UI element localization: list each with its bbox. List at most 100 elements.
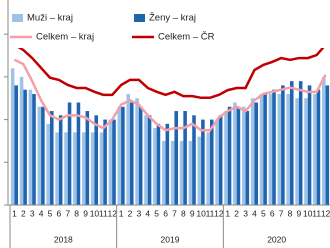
x-tick-label: 5	[154, 208, 159, 218]
x-tick-label: 5	[261, 208, 266, 218]
bar	[58, 115, 63, 205]
bar	[14, 85, 18, 205]
legend-box	[9, 6, 330, 48]
x-tick-label: 2	[128, 208, 133, 218]
bar	[259, 93, 264, 205]
x-tick-label: 11	[206, 208, 215, 218]
line	[13, 43, 327, 100]
x-tick-label: 10	[196, 208, 206, 218]
bar	[99, 132, 104, 205]
x-tick-label: 1	[12, 208, 17, 218]
bar	[67, 102, 72, 205]
x-tick-label: 10	[90, 208, 100, 218]
bar	[170, 140, 175, 205]
x-tick-label: 12	[214, 208, 224, 218]
bar	[156, 123, 161, 205]
bar	[290, 81, 294, 205]
bar	[188, 140, 193, 205]
bar	[236, 106, 241, 205]
year-label: 2019	[161, 234, 180, 244]
bar	[94, 115, 98, 205]
bar	[162, 140, 166, 205]
bar	[108, 119, 113, 205]
legend-label: Muži – kraj	[27, 13, 73, 24]
bar	[37, 106, 42, 205]
bar	[23, 89, 27, 205]
x-tick-label: 12	[107, 208, 117, 218]
bar	[322, 76, 326, 205]
legend-label: Celkem – ČR	[158, 32, 215, 43]
bar	[174, 111, 178, 205]
bar	[73, 132, 77, 205]
x-tick-label: 9	[83, 208, 88, 218]
bar	[179, 140, 184, 205]
bar	[50, 111, 54, 205]
bar	[103, 119, 107, 205]
x-tick-label: 2	[234, 208, 239, 218]
bar	[64, 132, 68, 205]
bar	[90, 132, 95, 205]
bar	[55, 132, 59, 205]
x-tick-label: 8	[74, 208, 79, 218]
bar	[19, 76, 24, 205]
bar	[32, 93, 36, 205]
x-tick-label: 8	[288, 208, 293, 218]
bar	[277, 93, 282, 205]
bar	[165, 123, 170, 205]
bar	[295, 98, 299, 205]
bar	[121, 106, 125, 205]
year-label: 2018	[54, 234, 73, 244]
bar	[197, 136, 202, 205]
bar	[28, 89, 33, 205]
bar	[135, 98, 139, 205]
x-tick-label: 4	[39, 208, 44, 218]
bar	[144, 115, 148, 205]
bar	[183, 111, 187, 205]
x-tick-label: 8	[181, 208, 186, 218]
bar	[215, 119, 219, 205]
bar	[268, 93, 273, 205]
bar	[82, 132, 86, 205]
x-tick-label: 2	[21, 208, 26, 218]
bar	[201, 119, 205, 205]
x-tick-label: 6	[270, 208, 275, 218]
x-tick-label: 9	[297, 208, 302, 218]
bar	[147, 115, 152, 205]
x-tick-label: 7	[279, 208, 284, 218]
bar	[272, 89, 276, 205]
bar	[117, 106, 122, 205]
bar	[242, 106, 246, 205]
line	[13, 58, 327, 132]
x-tick-label: 3	[137, 208, 142, 218]
x-tick-label: 3	[243, 208, 248, 218]
bar	[227, 106, 232, 205]
bar	[138, 106, 143, 205]
bar	[263, 93, 267, 205]
bar	[218, 115, 223, 205]
year-label: 2020	[267, 234, 286, 244]
bar	[298, 81, 303, 205]
legend-label: Celkem – kraj	[36, 32, 94, 43]
bar	[307, 85, 312, 205]
x-tick-label: 6	[57, 208, 62, 218]
bar	[41, 106, 45, 205]
bar	[153, 128, 157, 205]
bar	[313, 93, 317, 205]
bar	[85, 111, 90, 205]
legend-swatch	[12, 14, 23, 22]
legend-label: Ženy – kraj	[149, 13, 196, 24]
bar	[281, 85, 285, 205]
bar	[206, 132, 210, 205]
bar	[325, 85, 330, 205]
x-tick-label: 11	[99, 208, 108, 218]
bar	[210, 119, 214, 205]
x-tick-label: 7	[65, 208, 70, 218]
bar	[10, 68, 15, 205]
bar	[286, 93, 290, 205]
bar	[254, 102, 258, 205]
bar	[224, 111, 228, 205]
bar	[233, 102, 237, 205]
x-tick-label: 4	[145, 208, 150, 218]
bar	[304, 98, 308, 205]
x-tick-label: 7	[172, 208, 177, 218]
